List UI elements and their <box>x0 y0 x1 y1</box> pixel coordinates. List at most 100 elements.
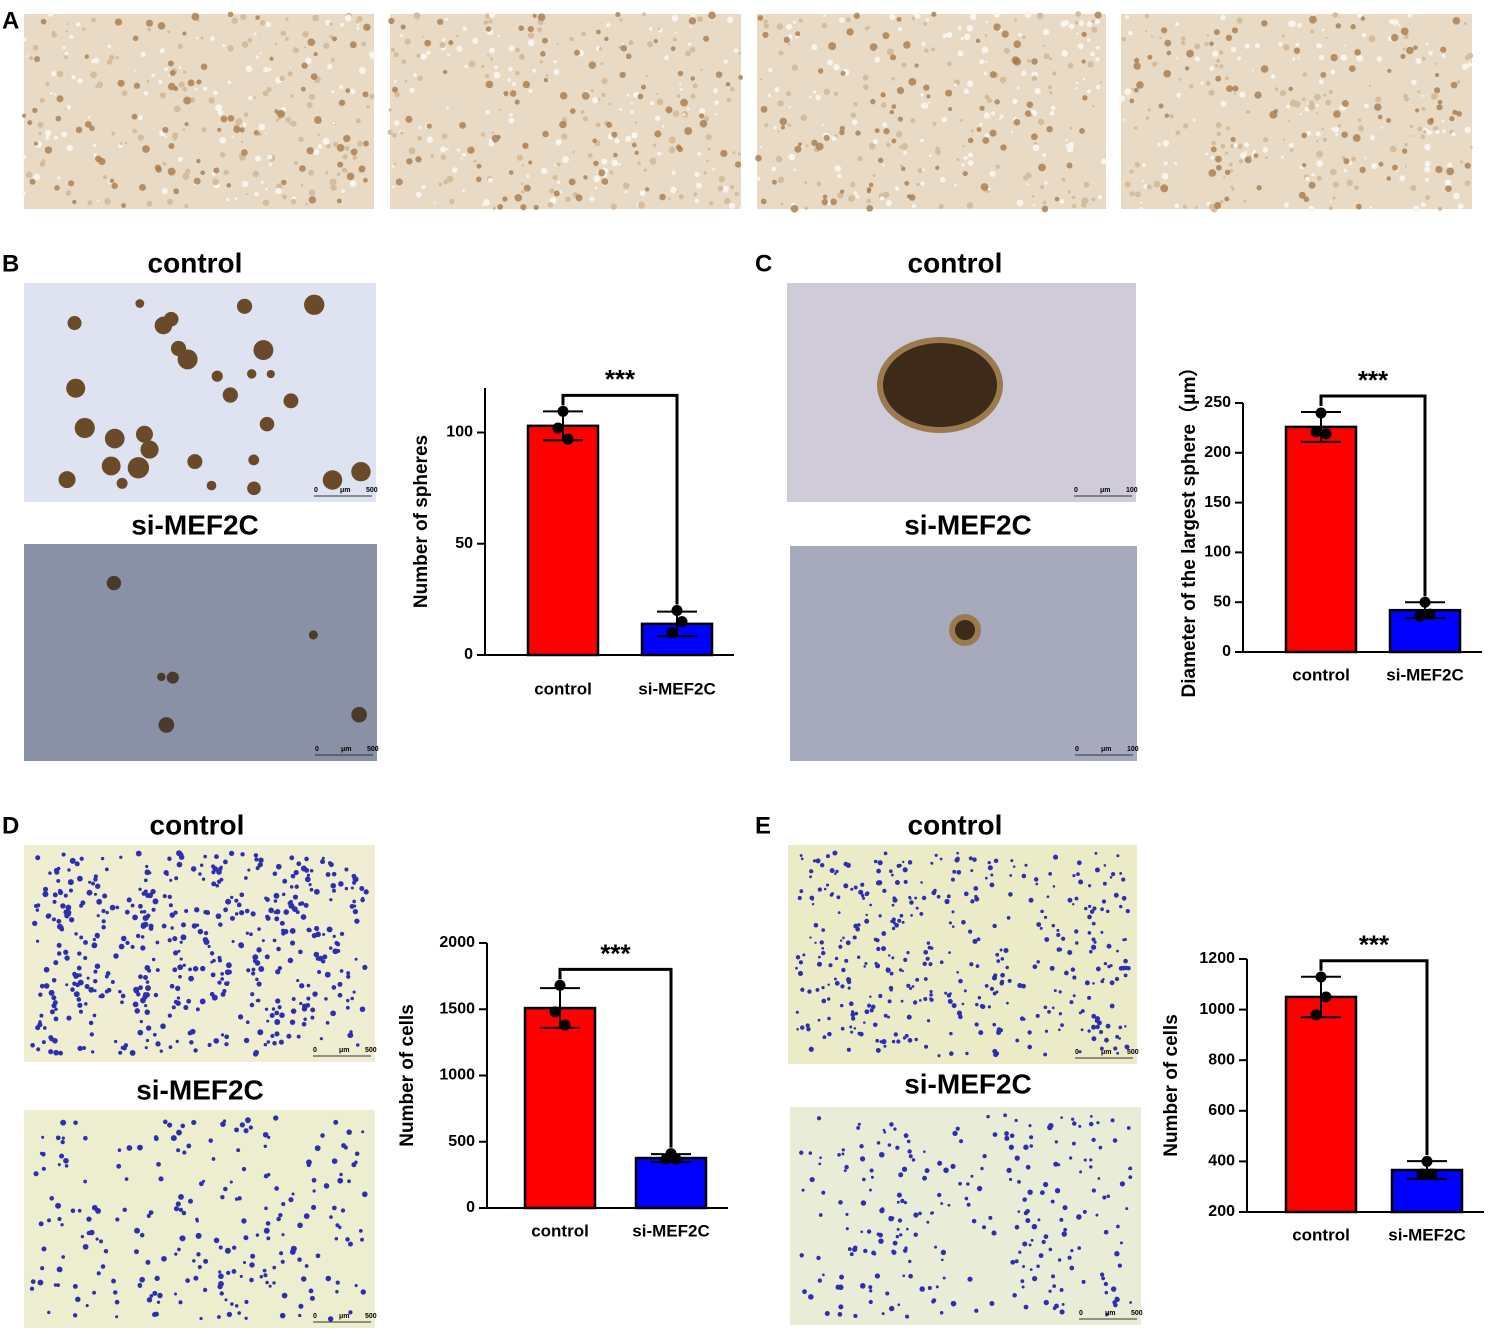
y-tick-label: 1500 <box>439 1000 475 1017</box>
texture-dot <box>605 22 611 28</box>
texture-dot <box>462 189 465 192</box>
cell <box>33 1171 39 1177</box>
texture-dot <box>805 144 809 148</box>
cell <box>145 864 149 869</box>
cell <box>303 1213 310 1220</box>
nucleus <box>1390 33 1399 42</box>
texture-dot <box>618 163 622 166</box>
cell <box>362 964 368 971</box>
cell <box>993 1052 999 1058</box>
cell <box>116 477 128 489</box>
texture-dot <box>793 20 797 24</box>
cell <box>41 1040 46 1045</box>
cell <box>1089 1158 1093 1162</box>
cell <box>939 960 944 965</box>
cell <box>63 909 70 916</box>
cell <box>1091 1036 1097 1042</box>
cell <box>249 1277 254 1283</box>
cell <box>347 1033 352 1038</box>
texture-dot <box>759 145 762 148</box>
cell <box>278 1212 283 1218</box>
texture-dot <box>1316 175 1322 181</box>
y-tick-label: 200 <box>1204 444 1231 461</box>
cell <box>1074 929 1079 934</box>
nucleus <box>542 130 549 138</box>
cell <box>859 1283 866 1289</box>
cell <box>261 939 265 943</box>
texture-dot <box>1175 57 1178 60</box>
nucleus <box>133 82 141 89</box>
texture-dot <box>388 108 392 112</box>
data-point <box>557 405 569 417</box>
cell <box>840 1026 845 1031</box>
cell <box>882 888 887 894</box>
cell <box>901 969 905 973</box>
cell <box>902 1036 907 1040</box>
cell <box>1052 885 1056 888</box>
cell <box>954 857 960 863</box>
cell <box>194 907 200 913</box>
texture-dot <box>239 153 242 157</box>
texture-dot <box>171 132 179 139</box>
cell <box>130 903 135 908</box>
nucleus <box>868 182 874 188</box>
cell <box>352 899 356 904</box>
texture-dot <box>1254 43 1261 49</box>
cell <box>891 1249 895 1254</box>
x-tick-label: si-MEF2C <box>632 1221 709 1240</box>
cell <box>325 872 331 877</box>
texture-dot <box>598 47 603 51</box>
cell <box>892 1240 898 1246</box>
cell <box>991 975 998 981</box>
cell <box>73 991 80 998</box>
nucleus <box>821 198 829 206</box>
cell <box>118 989 122 994</box>
cell <box>238 942 245 949</box>
cell <box>924 1044 929 1049</box>
cell <box>978 1030 984 1036</box>
cell <box>1121 965 1127 971</box>
cell <box>1091 1024 1097 1030</box>
texture-dot <box>687 107 690 111</box>
texture-dot <box>1129 169 1134 174</box>
cell <box>982 1225 987 1230</box>
texture-dot <box>1230 185 1234 189</box>
texture-dot <box>400 131 404 135</box>
cell <box>35 939 40 943</box>
texture-dot <box>1066 145 1074 153</box>
nucleus <box>1147 54 1153 60</box>
cell <box>903 1133 909 1139</box>
nucleus <box>1013 118 1021 126</box>
cell <box>819 940 824 945</box>
cell <box>844 1164 849 1170</box>
texture-dot <box>862 84 869 90</box>
texture-dot <box>1444 179 1452 187</box>
nucleus <box>734 161 742 168</box>
texture-dot <box>569 36 574 42</box>
cell <box>1059 1309 1065 1315</box>
cell <box>1091 1188 1097 1193</box>
panel-label: C <box>755 250 772 277</box>
cell <box>812 859 817 863</box>
cell <box>113 953 119 959</box>
nucleus <box>923 84 930 91</box>
scale-start: 0 <box>1075 746 1079 753</box>
nucleus <box>121 203 126 208</box>
nucleus <box>33 141 39 146</box>
cell <box>1050 1199 1055 1204</box>
nucleus <box>725 81 731 87</box>
texture-dot <box>932 121 937 126</box>
cell <box>1019 1016 1025 1021</box>
cell <box>808 1294 814 1300</box>
cell <box>57 1163 61 1167</box>
texture-dot <box>1049 110 1055 116</box>
texture-dot <box>53 135 59 140</box>
texture-dot <box>957 26 962 31</box>
cell <box>874 961 878 966</box>
nucleus <box>1082 95 1088 101</box>
cell <box>886 967 889 971</box>
cell <box>264 1007 269 1011</box>
cell <box>192 965 199 972</box>
cell <box>86 1216 92 1222</box>
cell <box>282 878 288 884</box>
